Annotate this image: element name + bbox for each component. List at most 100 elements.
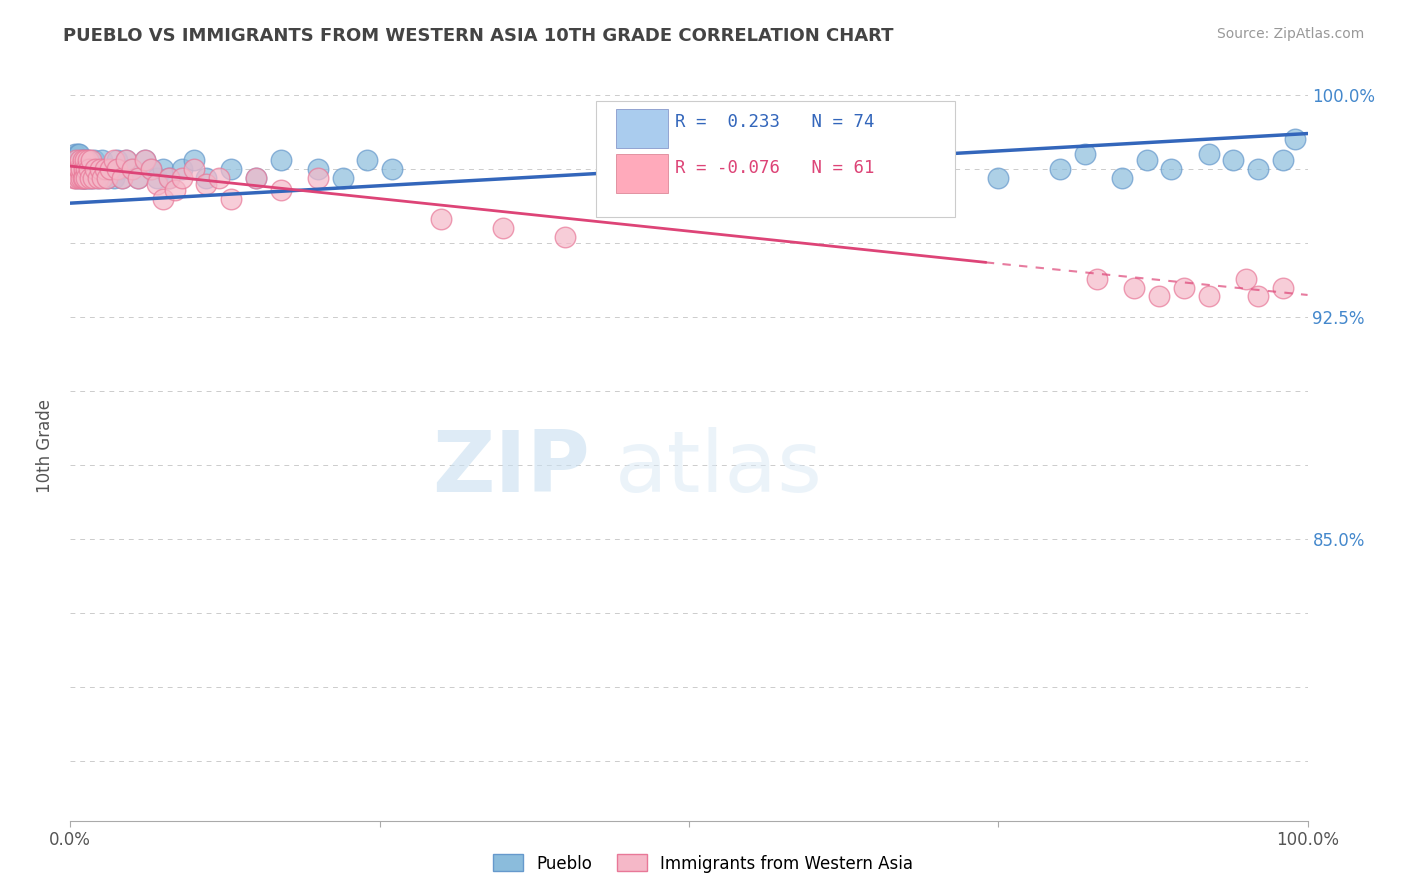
FancyBboxPatch shape xyxy=(616,109,668,148)
Point xyxy=(86,171,108,186)
Text: atlas: atlas xyxy=(614,427,823,510)
Point xyxy=(84,162,107,177)
Point xyxy=(73,171,96,186)
Point xyxy=(146,171,169,186)
Point xyxy=(75,153,97,168)
Point xyxy=(67,171,90,186)
Point xyxy=(70,162,93,177)
Point xyxy=(65,153,87,168)
Point xyxy=(1234,271,1257,285)
Point xyxy=(98,162,121,177)
Point xyxy=(157,171,180,186)
Point xyxy=(79,171,101,186)
Point xyxy=(616,171,638,186)
Point xyxy=(492,221,515,235)
Point xyxy=(134,153,156,168)
Point xyxy=(72,171,94,186)
Point xyxy=(65,171,87,186)
Point xyxy=(91,153,114,168)
Point xyxy=(170,162,193,177)
Point xyxy=(1123,280,1146,294)
Point xyxy=(987,171,1010,186)
Point xyxy=(65,162,87,177)
Point xyxy=(73,162,96,177)
Point xyxy=(69,162,91,177)
Point xyxy=(70,171,93,186)
Point xyxy=(863,153,886,168)
Point xyxy=(1173,280,1195,294)
Point xyxy=(152,192,174,206)
Point xyxy=(65,147,87,161)
Point xyxy=(66,162,89,177)
Point xyxy=(67,147,90,161)
Point xyxy=(121,162,143,177)
Point xyxy=(82,171,104,186)
Point xyxy=(1247,162,1270,177)
Point xyxy=(245,171,267,186)
Point xyxy=(157,171,180,186)
Point xyxy=(121,162,143,177)
Point xyxy=(183,162,205,177)
Point xyxy=(1136,153,1159,168)
Point xyxy=(75,162,97,177)
Point xyxy=(84,162,107,177)
Point xyxy=(152,162,174,177)
Point xyxy=(65,171,87,186)
Text: Source: ZipAtlas.com: Source: ZipAtlas.com xyxy=(1216,27,1364,41)
Point xyxy=(1085,271,1108,285)
Point xyxy=(77,153,100,168)
Point xyxy=(66,147,89,161)
Text: PUEBLO VS IMMIGRANTS FROM WESTERN ASIA 10TH GRADE CORRELATION CHART: PUEBLO VS IMMIGRANTS FROM WESTERN ASIA 1… xyxy=(63,27,894,45)
Point xyxy=(73,171,96,186)
Point xyxy=(430,212,453,227)
Point xyxy=(356,153,378,168)
Point xyxy=(678,162,700,177)
Point xyxy=(127,171,149,186)
Point xyxy=(332,171,354,186)
Point xyxy=(94,162,117,177)
Point xyxy=(80,153,103,168)
Point xyxy=(195,171,218,186)
Point xyxy=(165,183,187,197)
FancyBboxPatch shape xyxy=(596,102,955,218)
Point xyxy=(66,162,89,177)
Point xyxy=(86,171,108,186)
Point xyxy=(62,153,84,168)
Point xyxy=(67,162,90,177)
Point xyxy=(63,162,86,177)
Point xyxy=(75,153,97,168)
Point xyxy=(925,162,948,177)
Point xyxy=(307,162,329,177)
Point xyxy=(89,162,111,177)
Point xyxy=(1111,171,1133,186)
Point xyxy=(1147,289,1170,303)
Point xyxy=(103,153,125,168)
Point xyxy=(76,153,98,168)
Point xyxy=(72,162,94,177)
Point xyxy=(245,171,267,186)
Text: R =  0.233   N = 74: R = 0.233 N = 74 xyxy=(675,112,875,130)
Point xyxy=(72,171,94,186)
Point xyxy=(96,171,118,186)
Point xyxy=(72,153,94,168)
Point xyxy=(195,177,218,191)
Point xyxy=(65,153,87,168)
Point xyxy=(219,192,242,206)
Point xyxy=(76,171,98,186)
Point xyxy=(219,162,242,177)
Point xyxy=(62,162,84,177)
Point xyxy=(1284,132,1306,146)
Point xyxy=(105,162,128,177)
Point xyxy=(83,153,105,168)
Point xyxy=(80,162,103,177)
Point xyxy=(801,162,824,177)
Point xyxy=(63,171,86,186)
Point xyxy=(1271,280,1294,294)
Point xyxy=(270,153,292,168)
Y-axis label: 10th Grade: 10th Grade xyxy=(37,399,55,493)
Point xyxy=(111,171,134,186)
Point xyxy=(69,171,91,186)
Point xyxy=(105,153,128,168)
Point xyxy=(108,162,131,177)
Point xyxy=(127,171,149,186)
